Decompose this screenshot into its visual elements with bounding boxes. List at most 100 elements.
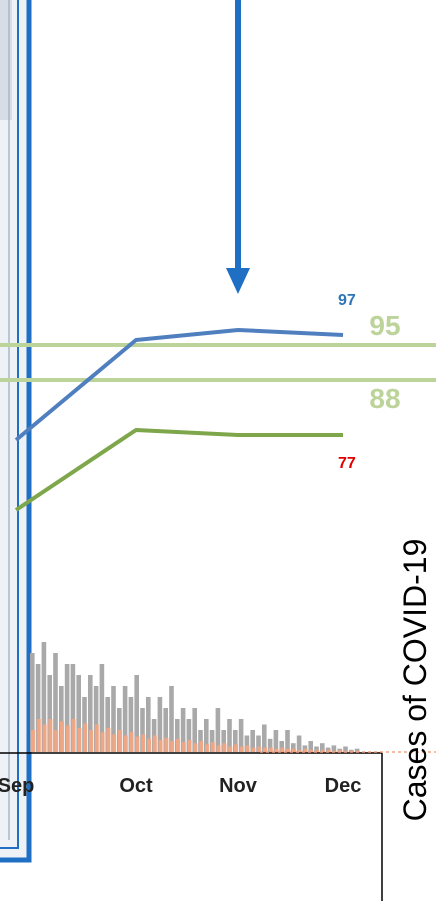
bar-grey <box>175 719 180 752</box>
bar-grey <box>186 719 192 752</box>
bar-orange <box>141 734 146 752</box>
bar-grey <box>267 738 273 752</box>
bar-orange <box>274 748 279 752</box>
bar-grey <box>59 686 64 752</box>
bar-orange <box>135 736 140 752</box>
bar-orange <box>222 743 227 752</box>
bar-orange <box>193 743 198 752</box>
bar-grey <box>122 686 128 752</box>
bar-grey <box>291 743 296 752</box>
bar-orange <box>263 747 267 752</box>
bar-orange <box>158 739 163 752</box>
bar-grey <box>146 697 151 752</box>
series-line-1 <box>14 328 344 442</box>
bar-orange <box>170 741 175 752</box>
bar-grey <box>180 708 186 752</box>
bar-orange <box>65 725 70 752</box>
bar-grey <box>128 697 134 752</box>
x-tick-label-nov: Nov <box>219 775 258 797</box>
bar-grey <box>238 719 244 752</box>
bar-orange <box>77 727 82 752</box>
series-line-2 <box>14 428 343 512</box>
bar-orange <box>205 744 209 752</box>
panel-frame-border <box>0 0 32 863</box>
bar-orange <box>31 730 35 752</box>
bar-grey <box>99 664 105 752</box>
bar-orange <box>71 719 76 752</box>
bar-orange <box>210 742 215 752</box>
bar-orange <box>286 748 291 752</box>
bar-grey <box>215 708 221 752</box>
bar-grey <box>41 642 47 752</box>
bar-grey <box>285 730 290 752</box>
bar-grey <box>53 653 58 752</box>
bar-orange <box>106 727 111 752</box>
bar-orange <box>60 721 64 752</box>
data-label-series-1: 97 <box>338 292 356 309</box>
labels-area: 95 88 97 77 Sep Oct Nov Dec <box>0 292 401 797</box>
bar-grey <box>354 748 360 752</box>
bar-orange <box>100 732 105 752</box>
bar-orange <box>187 739 192 752</box>
bar-grey <box>262 724 267 752</box>
bar-orange <box>344 750 349 752</box>
bar-orange <box>216 745 221 752</box>
bar-orange <box>280 747 285 752</box>
bar-grey <box>35 664 41 752</box>
panel-frame-inner-line <box>0 0 19 849</box>
bar-orange <box>83 723 88 752</box>
bar-orange <box>239 746 244 752</box>
bar-orange <box>268 747 273 752</box>
bar-orange <box>234 744 238 752</box>
bar-grey <box>273 730 279 752</box>
bar-orange <box>309 749 314 752</box>
bar-grey <box>244 735 250 752</box>
bar-chart-area <box>30 642 360 752</box>
bar-grey <box>140 708 145 752</box>
bar-grey <box>227 719 232 752</box>
bar-grey <box>256 735 261 752</box>
bar-orange <box>245 745 250 752</box>
bar-orange <box>123 735 128 752</box>
arrow-head <box>226 268 250 294</box>
data-label-series-2: 77 <box>338 455 356 472</box>
bar-orange <box>332 750 337 752</box>
bar-grey <box>204 719 209 752</box>
bar-orange <box>199 741 204 752</box>
bar-grey <box>157 697 163 752</box>
bar-orange <box>176 738 180 752</box>
x-tick-label-sep: Sep <box>0 775 34 797</box>
bar-orange <box>42 724 47 752</box>
bar-orange <box>152 735 157 752</box>
bar-grey <box>93 686 99 752</box>
bar-grey <box>209 730 215 752</box>
bar-grey <box>331 745 337 752</box>
bar-orange <box>129 732 134 752</box>
bar-grey <box>47 675 52 752</box>
bar-grey <box>169 686 174 752</box>
x-tick-label-oct: Oct <box>119 775 153 797</box>
bar-orange <box>147 738 151 752</box>
bar-grey <box>308 741 313 752</box>
left-panel-shade <box>0 0 12 120</box>
bar-orange <box>297 749 302 752</box>
bar-grey <box>70 664 76 752</box>
reference-label-88: 88 <box>369 383 400 414</box>
bar-orange <box>321 749 325 752</box>
bar-orange <box>94 724 99 752</box>
bar-orange <box>54 730 59 752</box>
bar-orange <box>36 719 41 752</box>
bar-orange <box>112 734 117 752</box>
bar-orange <box>338 749 343 752</box>
bar-grey <box>233 730 238 752</box>
bar-grey <box>320 743 325 752</box>
bar-grey <box>296 735 302 752</box>
bar-orange <box>303 748 308 752</box>
bar-orange <box>118 730 122 752</box>
reference-label-95: 95 <box>369 310 400 341</box>
bar-grey <box>192 708 197 752</box>
bar-grey <box>30 653 35 752</box>
bar-orange <box>48 719 53 752</box>
bar-grey <box>250 730 255 752</box>
